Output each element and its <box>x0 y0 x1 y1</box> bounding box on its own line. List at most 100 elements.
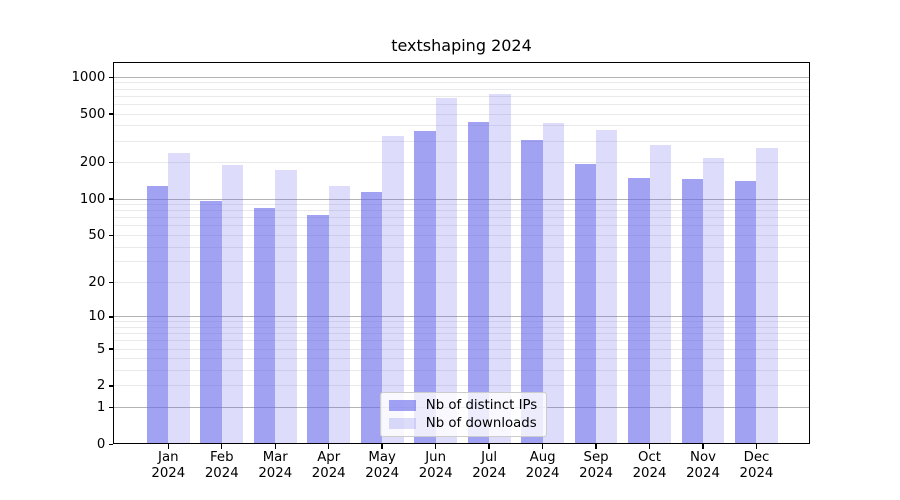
bar-aug-distinct-ips <box>521 140 543 445</box>
bar-jul-distinct-ips <box>467 122 490 445</box>
x-tick-year: 2024 <box>632 465 667 481</box>
x-tick-label-mar: Mar 2024 <box>245 450 305 481</box>
y-tick-label: 1 <box>96 399 106 415</box>
bar-apr-distinct-ips <box>307 214 329 445</box>
gridlines <box>113 62 810 445</box>
y-tick-mark <box>108 234 114 237</box>
legend-label-downloads: Nb of downloads <box>425 415 537 431</box>
gridline-minor <box>113 348 810 350</box>
y-tick-mark <box>108 348 114 350</box>
legend-swatch-downloads <box>388 417 416 429</box>
y-tick-mark <box>108 76 114 79</box>
x-tick-year: 2024 <box>151 465 186 481</box>
x-tick-label-may: May 2024 <box>352 450 412 481</box>
gridline-minor <box>113 358 810 360</box>
gridline-minor <box>113 103 810 105</box>
x-tick-year: 2024 <box>686 465 720 481</box>
gridline-minor <box>113 370 810 372</box>
x-tick-mark <box>648 444 651 449</box>
gridline-minor <box>113 321 810 323</box>
y-tick-label: 200 <box>79 155 106 171</box>
bar-jun-distinct-ips <box>414 130 436 445</box>
y-tick-label: 2 <box>96 378 106 394</box>
y-tick-mark <box>108 406 114 409</box>
x-tick-label-dec: Dec 2024 <box>726 450 786 481</box>
legend-label-distinct-ips: Nb of distinct IPs <box>425 397 538 413</box>
y-tick-mark <box>108 443 114 445</box>
x-tick-mark <box>755 444 758 449</box>
gridline-major <box>113 198 810 200</box>
bar-oct-downloads <box>649 145 671 445</box>
gridline-major <box>113 76 810 78</box>
bar-jul-downloads <box>489 94 511 445</box>
x-tick-label-oct: Oct 2024 <box>620 450 680 481</box>
x-tick-mark <box>328 444 330 449</box>
legend-item-distinct-ips: Nb of distinct IPs <box>388 397 538 413</box>
legend: Nb of distinct IPs Nb of downloads <box>379 392 548 438</box>
bar-feb-downloads <box>221 165 244 445</box>
x-tick-label-jun: Jun 2024 <box>406 450 466 481</box>
gridline-minor <box>113 210 810 212</box>
x-tick-month: Feb <box>209 450 234 465</box>
x-tick-mark <box>167 444 169 449</box>
x-tick-month: Sep <box>583 450 609 465</box>
gridline-minor <box>113 217 810 219</box>
bar-oct-distinct-ips <box>628 177 650 445</box>
x-tick-label-aug: Aug 2024 <box>513 450 573 481</box>
x-tick-year: 2024 <box>472 465 507 481</box>
y-tick-mark <box>108 161 114 164</box>
x-tick-year: 2024 <box>204 465 239 481</box>
bar-mar-distinct-ips <box>253 208 276 445</box>
gridline-minor <box>113 95 810 97</box>
x-tick-year: 2024 <box>579 465 613 481</box>
y-tick-mark <box>108 316 114 318</box>
gridline-minor <box>113 261 810 263</box>
gridline-minor <box>113 162 810 164</box>
x-tick-year: 2024 <box>311 465 346 481</box>
bar-may-distinct-ips <box>360 191 383 445</box>
x-tick-month: Aug <box>529 450 556 465</box>
x-tick-mark <box>381 444 383 449</box>
bar-nov-distinct-ips <box>681 178 703 445</box>
gridline-minor <box>113 340 810 342</box>
y-tick-label: 0 <box>96 436 106 452</box>
gridline-minor <box>113 140 810 142</box>
y-tick-label: 100 <box>79 191 106 207</box>
x-tick-mark <box>488 444 490 449</box>
gridline-minor <box>113 125 810 127</box>
x-tick-mark <box>702 444 704 449</box>
y-tick-label: 500 <box>79 106 106 122</box>
y-tick-mark <box>108 113 114 115</box>
gridline-minor <box>113 82 810 84</box>
gridline-minor <box>113 246 810 248</box>
y-tick-label: 1000 <box>71 69 106 85</box>
bar-may-downloads <box>382 136 404 445</box>
bar-mar-downloads <box>275 170 297 445</box>
bar-dec-downloads <box>756 148 778 445</box>
legend-item-downloads: Nb of downloads <box>388 415 537 431</box>
gridline-minor <box>113 282 810 284</box>
y-tick-label: 20 <box>88 275 106 291</box>
x-tick-month: May <box>368 450 396 465</box>
x-tick-label-feb: Feb 2024 <box>192 450 252 481</box>
gridline-major <box>113 316 810 318</box>
x-tick-label-nov: Nov 2024 <box>673 450 733 481</box>
gridline-minor <box>113 333 810 335</box>
y-tick-mark <box>108 198 114 200</box>
x-tick-year: 2024 <box>258 465 293 481</box>
bar-jan-downloads <box>168 152 190 445</box>
gridline-minor <box>113 88 810 90</box>
x-tick-month: Apr <box>317 450 341 465</box>
x-tick-mark <box>595 444 597 449</box>
legend-swatch-distinct-ips <box>388 399 416 411</box>
x-tick-label-sep: Sep 2024 <box>566 450 626 481</box>
bars <box>113 62 810 445</box>
bar-apr-downloads <box>328 185 351 445</box>
x-tick-month: Oct <box>638 450 662 465</box>
bar-sep-downloads <box>596 129 618 445</box>
x-tick-month: Dec <box>743 450 770 465</box>
gridline-minor <box>113 327 810 329</box>
gridline-minor <box>113 204 810 206</box>
x-tick-label-apr: Apr 2024 <box>299 450 359 481</box>
